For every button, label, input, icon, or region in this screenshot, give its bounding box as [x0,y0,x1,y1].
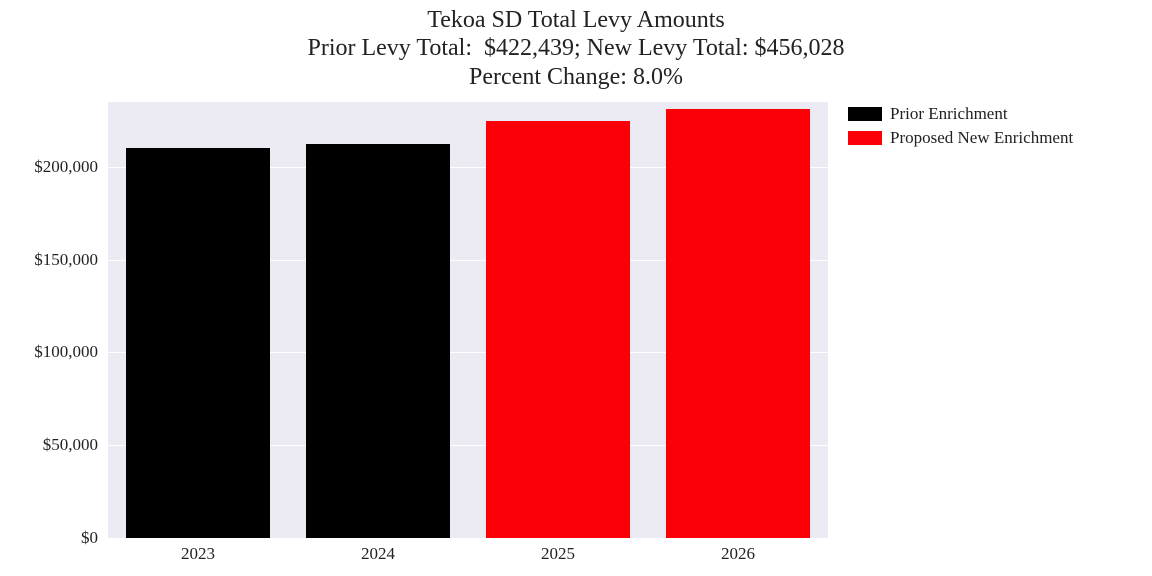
bar-2026 [666,109,810,538]
legend-swatch-proposed [848,131,882,145]
x-tick-label: 2023 [181,544,215,564]
chart-title-block: Tekoa SD Total Levy Amounts Prior Levy T… [0,6,1152,91]
x-tick-label: 2024 [361,544,395,564]
chart-title-line-1: Tekoa SD Total Levy Amounts [0,6,1152,34]
y-tick-label: $200,000 [0,157,98,177]
chart-root: Tekoa SD Total Levy Amounts Prior Levy T… [0,0,1152,576]
legend-item-proposed: Proposed New Enrichment [848,128,1073,148]
legend: Prior Enrichment Proposed New Enrichment [848,104,1073,152]
legend-label-prior: Prior Enrichment [890,104,1008,124]
chart-title-line-2: Prior Levy Total: $422,439; New Levy Tot… [0,34,1152,62]
legend-item-prior: Prior Enrichment [848,104,1073,124]
legend-swatch-prior [848,107,882,121]
gridline [108,538,828,539]
chart-title-line-3: Percent Change: 8.0% [0,63,1152,91]
y-tick-label: $50,000 [0,435,98,455]
bar-2024 [306,144,450,538]
x-tick-label: 2025 [541,544,575,564]
bar-2023 [126,148,270,538]
x-tick-label: 2026 [721,544,755,564]
y-tick-label: $0 [0,528,98,548]
legend-label-proposed: Proposed New Enrichment [890,128,1073,148]
y-tick-label: $100,000 [0,342,98,362]
bar-2025 [486,121,630,538]
plot-area [108,102,828,538]
y-tick-label: $150,000 [0,250,98,270]
